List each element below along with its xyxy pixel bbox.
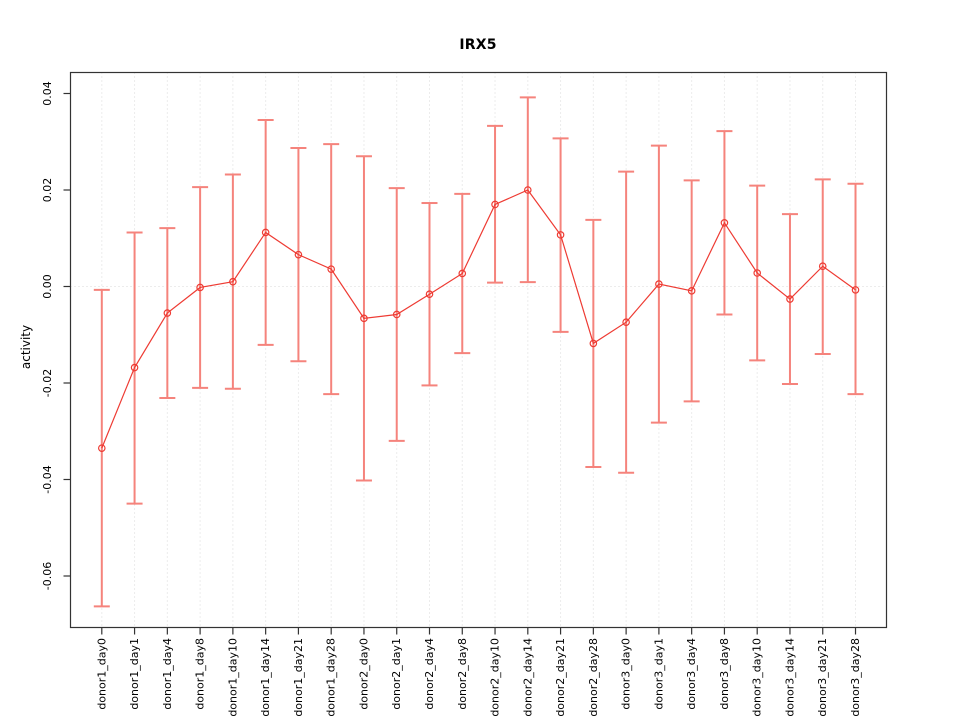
x-tick-label: donor2_day1 xyxy=(390,638,403,710)
x-tick-label: donor1_day8 xyxy=(194,638,207,710)
x-tick-label: donor2_day14 xyxy=(521,638,534,717)
data-point xyxy=(294,250,303,259)
data-point xyxy=(261,228,270,237)
data-point xyxy=(425,290,434,299)
x-tick-label: donor2_day8 xyxy=(456,638,469,710)
data-point xyxy=(458,269,467,278)
x-tick-label: donor2_day21 xyxy=(554,638,567,717)
y-tick-label: -0.02 xyxy=(41,369,54,397)
data-point xyxy=(491,200,499,209)
x-tick-label: donor2_day4 xyxy=(423,638,436,710)
x-tick-label: donor3_day0 xyxy=(620,638,633,710)
x-tick-label: donor3_day28 xyxy=(849,638,862,717)
data-point xyxy=(524,186,532,194)
y-tick-label: -0.06 xyxy=(41,562,54,590)
data-point xyxy=(687,287,696,295)
y-tick-label: 0.04 xyxy=(41,81,54,106)
x-tick-label: donor1_day28 xyxy=(325,638,338,717)
series-line xyxy=(101,189,856,449)
x-tick-label: donor1_day10 xyxy=(226,638,239,717)
data-point xyxy=(622,318,630,327)
x-tick-label: donor1_day0 xyxy=(95,638,108,710)
data-point xyxy=(655,280,663,288)
data-point xyxy=(851,286,860,294)
data-point xyxy=(786,295,794,303)
x-tick-label: donor3_day21 xyxy=(816,638,829,717)
x-tick-label: donor2_day10 xyxy=(489,638,502,717)
data-point xyxy=(589,339,598,348)
data-point xyxy=(556,231,565,239)
x-tick-label: donor3_day8 xyxy=(718,638,731,710)
y-tick-label: -0.04 xyxy=(41,465,54,493)
data-point xyxy=(720,219,729,227)
x-tick-label: donor3_day14 xyxy=(783,638,796,717)
x-tick-label: donor2_day28 xyxy=(587,638,600,717)
data-point xyxy=(392,310,401,319)
data-point xyxy=(229,277,237,286)
data-point xyxy=(196,283,204,292)
data-point xyxy=(753,269,762,277)
y-tick-label: 0.02 xyxy=(41,178,54,203)
x-tick-label: donor1_day14 xyxy=(259,638,272,717)
x-tick-label: donor3_day4 xyxy=(685,638,698,710)
x-tick-label: donor1_day21 xyxy=(292,638,305,717)
data-point xyxy=(130,363,139,372)
plot-border xyxy=(69,71,888,629)
data-point xyxy=(360,314,368,323)
x-tick-label: donor1_day1 xyxy=(128,638,141,710)
x-tick-label: donor3_day10 xyxy=(751,638,764,717)
x-tick-label: donor3_day1 xyxy=(652,638,665,710)
x-tick-label: donor1_day4 xyxy=(161,638,174,710)
data-point xyxy=(163,309,172,317)
x-tick-label: donor2_day0 xyxy=(357,638,370,710)
y-axis-label: activity xyxy=(19,324,33,370)
data-point xyxy=(327,265,335,273)
data-point xyxy=(98,444,106,452)
data-point xyxy=(818,262,827,271)
chart-title: IRX5 xyxy=(459,37,497,53)
y-tick-label: 0.00 xyxy=(41,274,54,299)
